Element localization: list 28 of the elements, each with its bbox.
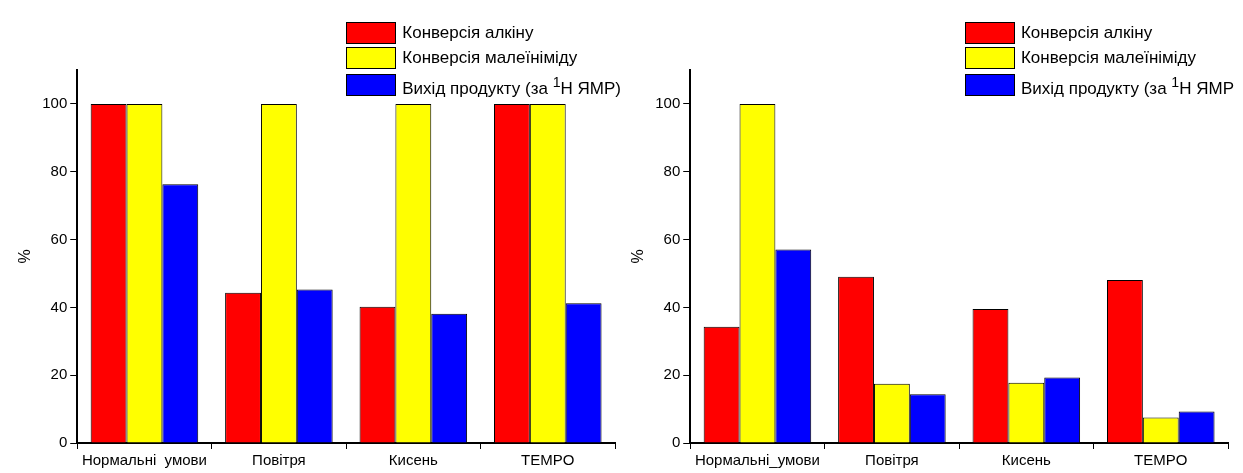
y-axis-title: % <box>16 249 34 264</box>
x-tick-label: Кисень <box>388 451 439 469</box>
y-tick-label: 0 <box>58 433 68 451</box>
y-tick-label: 0 <box>671 433 681 451</box>
y-tick-label: 100 <box>655 94 681 112</box>
y-tick-label: 40 <box>663 297 681 315</box>
x-tick-label: TEMPO <box>1134 451 1188 469</box>
y-tick-label: 60 <box>663 229 681 247</box>
y-tick-label: 80 <box>663 161 681 179</box>
legend-label: Конверсія алкіну <box>1020 22 1153 44</box>
y-tick-label: 100 <box>42 94 68 112</box>
y-axis-title: % <box>629 249 647 264</box>
x-tick-label: Нормальні умови <box>81 451 207 469</box>
y-tick-label: 60 <box>50 229 68 247</box>
x-tick-label: Кисень <box>1001 451 1052 469</box>
x-tick-label: TEMPO <box>521 451 575 469</box>
y-tick-label: 20 <box>50 365 68 383</box>
x-tick-label: Повітря <box>252 451 306 469</box>
x-tick-label: Нормальні_умови <box>694 451 820 469</box>
legend-label: Вихід продукту (за $^{1}$H ЯМР <box>1020 73 1234 100</box>
x-tick-label: Повітря <box>865 451 919 469</box>
legend-label: Конверсія алкіну <box>402 22 534 44</box>
y-tick-label: 40 <box>50 297 68 315</box>
legend-label: Конверсія малеїніміду <box>402 47 578 69</box>
legend-label: Конверсія малеїніміду <box>1020 47 1196 69</box>
y-tick-label: 20 <box>663 365 681 383</box>
y-tick-label: 80 <box>50 161 68 179</box>
legend-label: Вихід продукту (за $^{1}$H ЯМР) <box>402 73 621 100</box>
